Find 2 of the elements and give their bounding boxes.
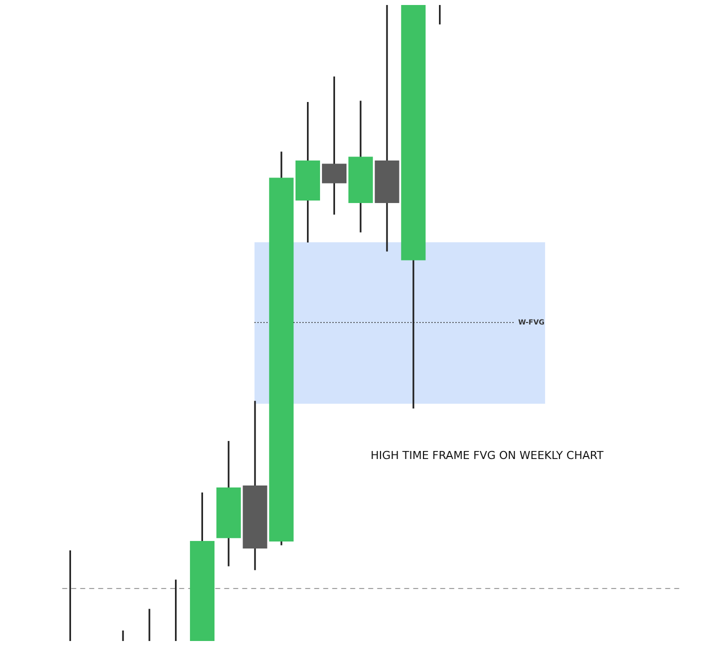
annotation: HIGH TIME FRAME FVG ON WEEKLY CHART xyxy=(370,448,604,462)
candlestick xyxy=(374,5,400,252)
